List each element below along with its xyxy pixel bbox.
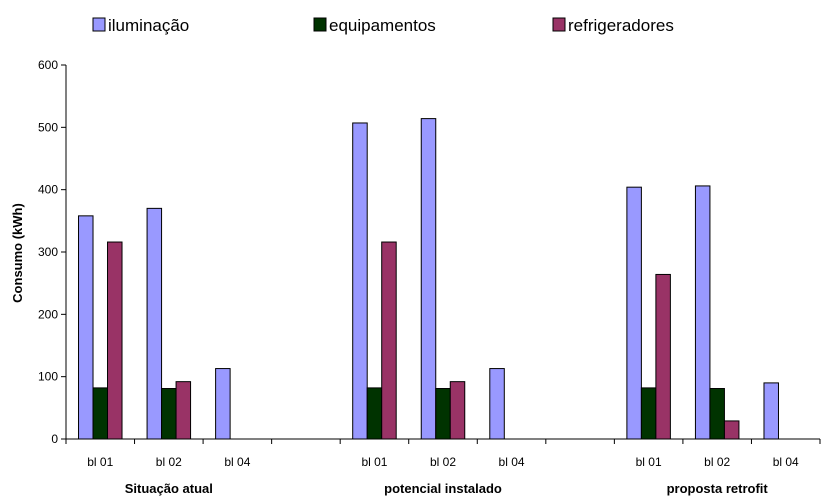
legend-item-equipamentos: equipamentos bbox=[313, 16, 436, 35]
x-group-label: proposta retrofit bbox=[667, 481, 769, 496]
x-group-label: Situação atual bbox=[125, 481, 213, 496]
legend-label-refrigeradores: refrigeradores bbox=[568, 16, 674, 35]
legend-swatch-refrigeradores bbox=[552, 17, 566, 32]
y-tick-label: 500 bbox=[38, 120, 58, 134]
bar-iluminacao bbox=[146, 207, 163, 440]
x-category-label: bl 04 bbox=[499, 455, 525, 469]
bar-iluminacao bbox=[78, 215, 94, 440]
legend-swatch-equipamentos bbox=[313, 17, 327, 32]
bar-equipamentos bbox=[709, 388, 725, 440]
y-tick-label: 300 bbox=[38, 245, 58, 259]
bar-refrigeradores bbox=[381, 241, 397, 440]
legend-label-iluminacao: iluminação bbox=[108, 16, 189, 35]
bar-equipamentos bbox=[366, 387, 383, 440]
bar-iluminacao bbox=[626, 186, 642, 440]
y-tick-label: 100 bbox=[38, 370, 58, 384]
bar-equipamentos bbox=[92, 387, 109, 440]
bar-refrigeradores bbox=[449, 381, 466, 440]
bar-equipamentos bbox=[435, 388, 451, 440]
bar-equipamentos bbox=[161, 388, 177, 440]
bar-iluminacao bbox=[215, 368, 231, 440]
x-group-label: potencial instalado bbox=[384, 481, 502, 496]
plot-area: 0 100 200 300 400 500 600 bl 01 bl 02 bl 04 Situaç… bbox=[38, 58, 821, 496]
y-tick-label: 0 bbox=[51, 432, 58, 446]
x-category-label: bl 01 bbox=[361, 455, 387, 469]
x-category-label: bl 02 bbox=[156, 455, 182, 469]
bar-iluminacao bbox=[694, 185, 711, 440]
legend-item-refrigeradores: refrigeradores bbox=[552, 16, 674, 35]
legend-item-iluminacao: iluminação bbox=[92, 16, 189, 35]
y-tick-label: 200 bbox=[38, 307, 58, 321]
y-tick-label: 600 bbox=[38, 58, 58, 72]
bar-refrigeradores bbox=[107, 241, 123, 440]
bar-refrigeradores bbox=[175, 381, 192, 440]
y-axis-label: Consumo (kWh) bbox=[10, 203, 25, 303]
y-tick-label: 400 bbox=[38, 183, 58, 197]
bar-iluminacao bbox=[352, 122, 368, 440]
legend: iluminação equipamentos refrigeradores bbox=[92, 16, 674, 35]
x-category-label: bl 02 bbox=[704, 455, 730, 469]
legend-label-equipamentos: equipamentos bbox=[329, 16, 436, 35]
bar-equipamentos bbox=[640, 387, 657, 440]
x-category-label: bl 02 bbox=[430, 455, 456, 469]
bar-refrigeradores bbox=[723, 420, 740, 440]
x-category-label: bl 01 bbox=[636, 455, 662, 469]
x-category-label: bl 04 bbox=[224, 455, 250, 469]
x-category-label: bl 04 bbox=[773, 455, 799, 469]
legend-swatch-iluminacao bbox=[92, 17, 106, 32]
bar-iluminacao bbox=[420, 118, 437, 440]
bar-refrigeradores bbox=[655, 273, 671, 440]
bar-iluminacao bbox=[489, 368, 505, 440]
bar-iluminacao bbox=[763, 382, 779, 440]
x-category-label: bl 01 bbox=[87, 455, 113, 469]
